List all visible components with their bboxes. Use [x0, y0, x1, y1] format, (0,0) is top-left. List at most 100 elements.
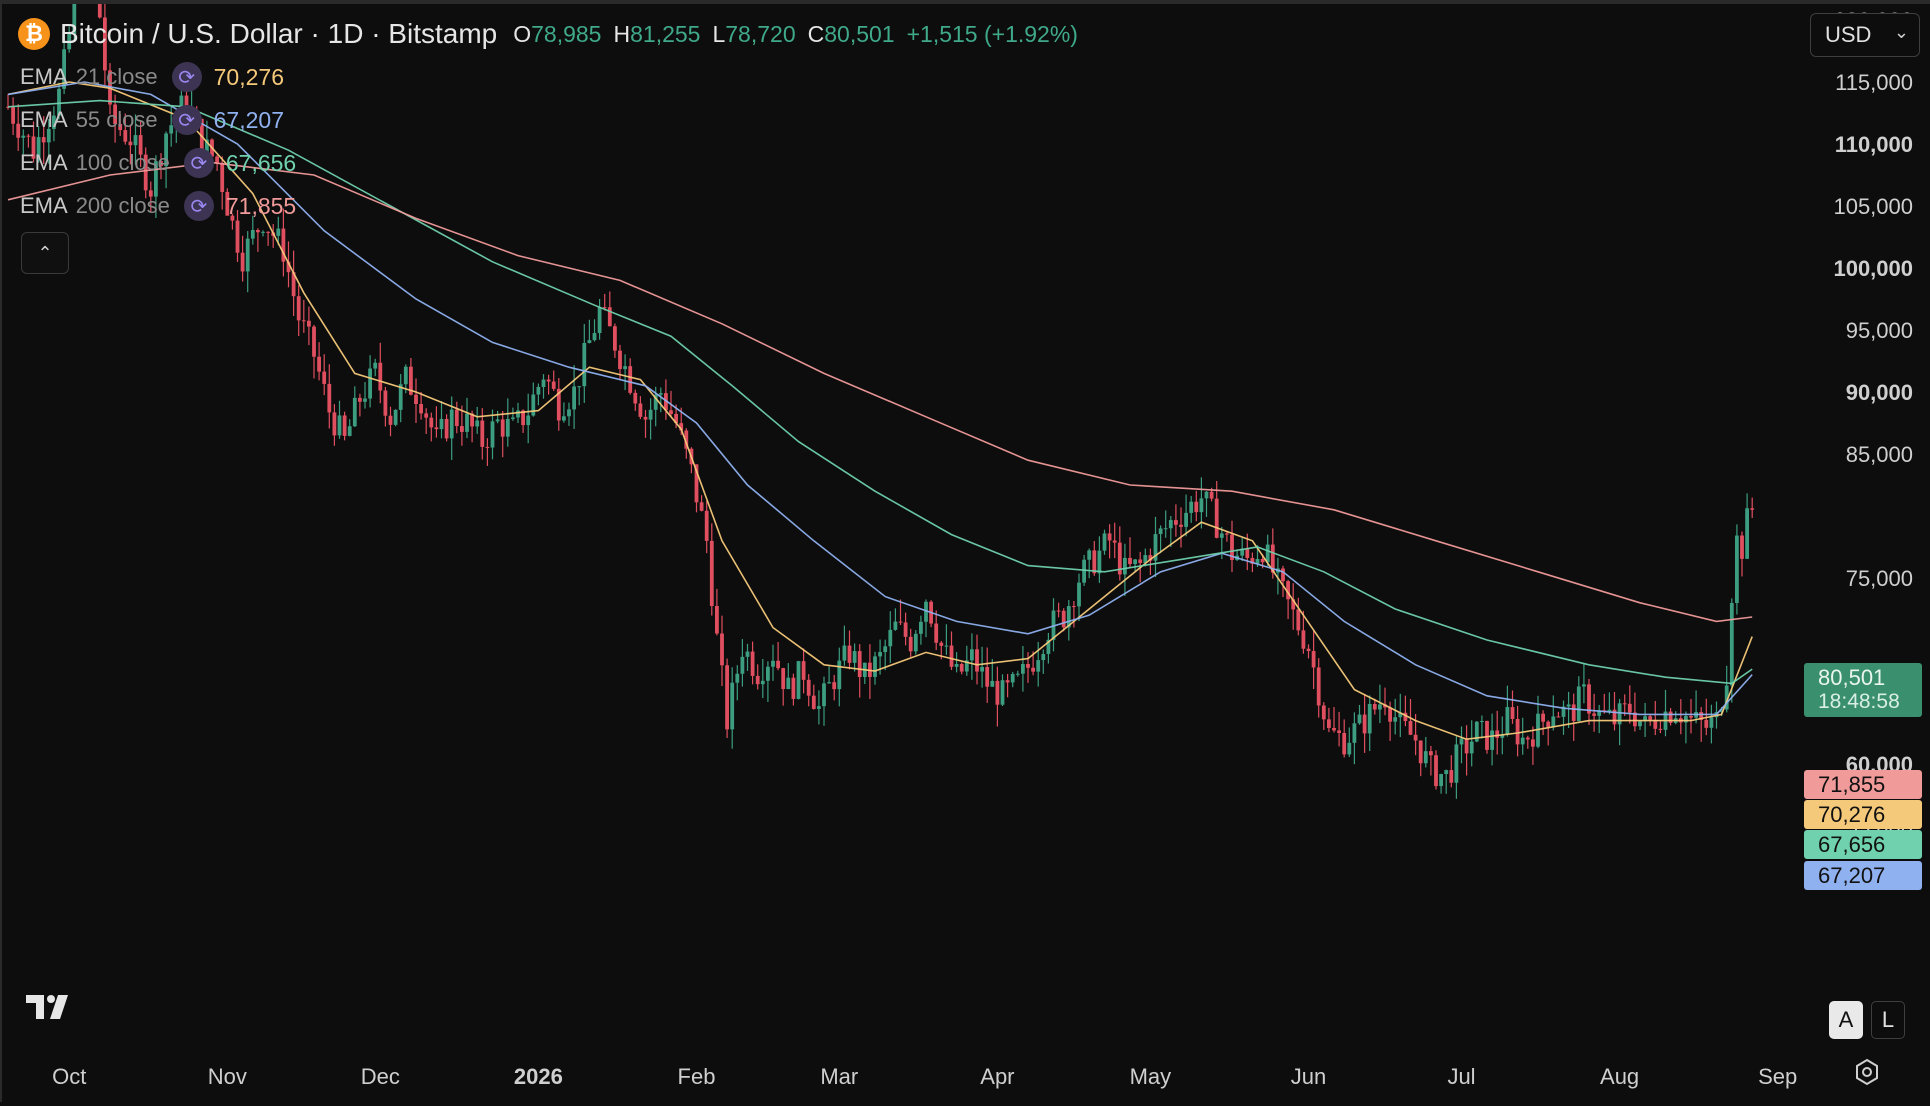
candle-body	[67, 33, 72, 50]
candle-body	[1270, 544, 1275, 573]
candle-body	[1643, 716, 1647, 722]
candle-body	[485, 446, 490, 448]
candle-body	[811, 695, 816, 709]
candle-body	[847, 645, 852, 663]
indicator-name: EMA	[20, 193, 68, 218]
candle-body	[429, 417, 434, 428]
log-scale-button[interactable]: L	[1871, 1001, 1905, 1039]
auto-scale-button[interactable]: A	[1829, 1001, 1863, 1039]
ohlc-high: H81,255	[613, 20, 701, 47]
candle-body	[1041, 653, 1046, 661]
candle-body	[1398, 712, 1403, 718]
price-chart[interactable]: 125,000120,000115,000110,000105,000100,0…	[2, 4, 1930, 1106]
candle-body	[643, 416, 648, 420]
candle-body	[669, 410, 673, 414]
candle-body	[1189, 501, 1194, 513]
candle-body	[939, 642, 944, 646]
candle-body	[1413, 734, 1418, 741]
candle-body	[893, 621, 898, 630]
candle-body	[1352, 723, 1357, 743]
candle-body	[358, 397, 362, 402]
candle-body	[378, 362, 383, 391]
indicator-legend-ema55[interactable]: EMA 55 close ⟳ 67,207	[20, 103, 284, 137]
sync-icon[interactable]: ⟳	[171, 105, 202, 135]
settings-gear-icon[interactable]	[1852, 1057, 1882, 1087]
x-tick-label: Jul	[1447, 1064, 1475, 1089]
candle-body	[766, 666, 770, 681]
x-tick-label: Nov	[208, 1064, 247, 1089]
sync-icon[interactable]: ⟳	[183, 148, 214, 178]
candle-body	[1337, 730, 1341, 733]
candle-body	[1735, 535, 1739, 604]
currency-select[interactable]: USD ⌄	[1810, 13, 1920, 57]
candle-body	[398, 384, 403, 410]
candle-body	[822, 683, 826, 707]
candle-body	[103, 17, 107, 71]
candle-body	[1097, 550, 1102, 574]
candle-body	[546, 379, 551, 382]
ohlc-low: L78,720	[712, 20, 796, 47]
candle-body	[755, 675, 760, 685]
bar-countdown: 18:48:58	[1818, 690, 1900, 713]
symbol-title[interactable]: Bitcoin / U.S. Dollar · 1D · Bitstamp	[60, 18, 498, 49]
candle-body	[817, 706, 821, 709]
indicator-legend-ema200[interactable]: EMA 200 close ⟳ 71,855	[20, 189, 296, 223]
candle-body	[1357, 714, 1362, 724]
indicator-legend-ema100[interactable]: EMA 100 close ⟳ 67,656	[20, 146, 296, 180]
candle-body	[1724, 685, 1729, 710]
ohlc-open: O78,985	[513, 20, 602, 47]
candle-body	[1571, 704, 1576, 721]
indicator-legend-ema21[interactable]: EMA 21 close ⟳ 70,276	[20, 60, 284, 94]
candle-body	[363, 398, 367, 402]
y-tick-label: 95,000	[1846, 318, 1913, 343]
sync-icon[interactable]: ⟳	[183, 191, 214, 221]
candle-body	[735, 673, 740, 683]
candle-body	[332, 412, 337, 436]
candle-body	[980, 667, 984, 672]
candle-body	[1286, 581, 1290, 600]
candle-body	[1607, 709, 1612, 712]
candle-body	[551, 381, 556, 389]
candle-body	[1163, 528, 1168, 530]
candle-body	[1627, 703, 1632, 713]
collapse-legend-button[interactable]: ⌃	[21, 232, 69, 274]
candle-body	[567, 409, 571, 417]
candle-body	[658, 393, 663, 395]
candle-body	[541, 379, 546, 388]
candle-body	[393, 409, 398, 425]
candle-body	[1219, 533, 1224, 538]
candle-body	[1245, 548, 1250, 558]
candle-body	[618, 350, 622, 370]
candle-body	[1617, 703, 1622, 725]
candle-body	[1082, 559, 1086, 583]
candle-body	[480, 420, 485, 447]
candle-body	[1495, 730, 1500, 738]
candle-body	[1056, 610, 1061, 612]
ema-line	[7, 99, 1753, 685]
candle-body	[1148, 555, 1153, 561]
candle-body	[1638, 721, 1642, 727]
candle-body	[720, 633, 724, 666]
candle-body	[1444, 770, 1449, 775]
candle-body	[322, 371, 327, 384]
sync-icon[interactable]: ⟳	[171, 62, 202, 92]
y-tick-label: 100,000	[1833, 256, 1913, 281]
ema-line	[7, 81, 1753, 741]
candle-body	[1684, 716, 1688, 723]
x-tick-label: Jun	[1291, 1064, 1326, 1089]
candle-body	[184, 95, 189, 112]
indicator-name: EMA	[20, 150, 68, 175]
candle-body	[1439, 774, 1443, 787]
candle-body	[169, 125, 174, 134]
candle-body	[220, 162, 225, 192]
candle-body	[1281, 568, 1285, 582]
candle-body	[495, 419, 500, 422]
candle-body	[1689, 716, 1693, 718]
candle-body	[1576, 686, 1581, 721]
candle-body	[1168, 520, 1173, 529]
indicator-params: 21 close	[75, 64, 158, 89]
y-tick-label: 105,000	[1833, 194, 1913, 219]
candle-body	[1648, 716, 1653, 720]
candle-body	[1321, 705, 1326, 720]
candle-body	[975, 649, 979, 672]
